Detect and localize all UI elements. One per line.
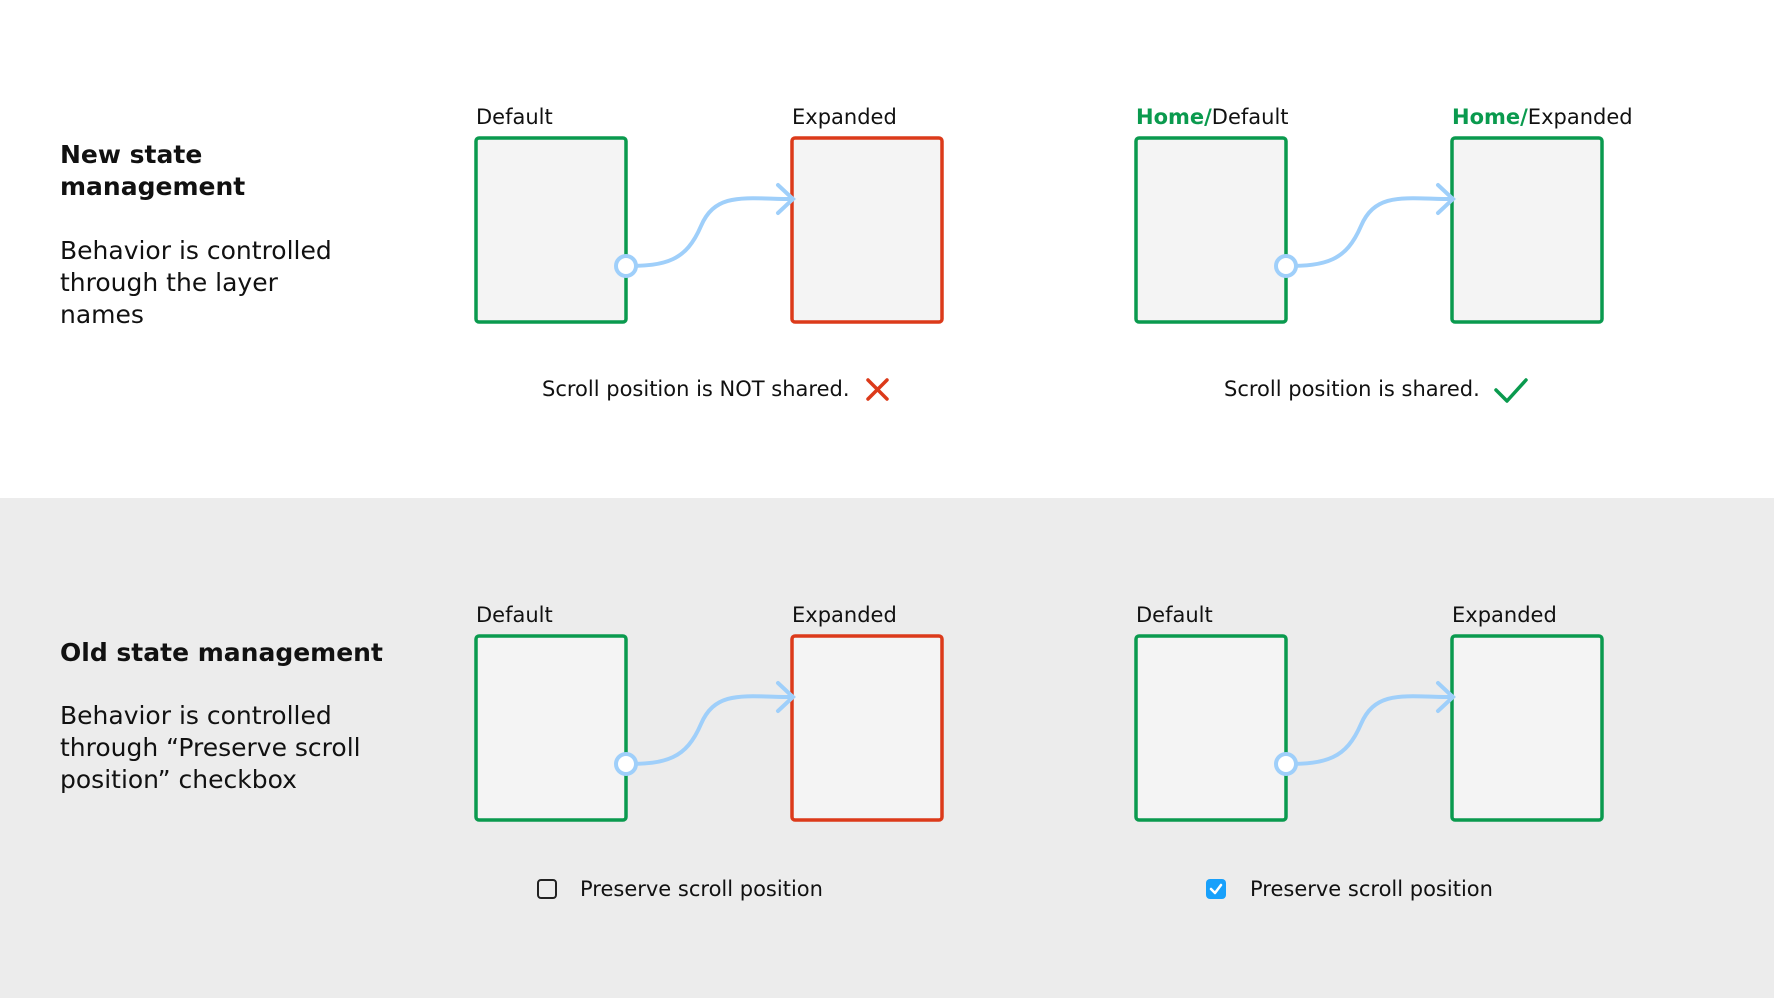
checkbox-label: Preserve scroll position	[1250, 877, 1493, 901]
frame-default	[474, 634, 628, 822]
preserve-scroll-checkbox-checked[interactable]	[1206, 879, 1226, 899]
check-icon	[1209, 883, 1223, 895]
frame-default	[474, 136, 628, 324]
section-title: Old state management	[60, 638, 383, 667]
frame-default	[1134, 136, 1288, 324]
frame-label: Default	[476, 105, 553, 129]
section-title: New state management	[60, 140, 246, 201]
section-description: Behavior is controlled through “Preserve…	[60, 701, 361, 794]
caption: Scroll position is shared.	[1224, 377, 1480, 401]
connector-arrow	[1274, 681, 1455, 776]
frame-label: Expanded	[792, 105, 897, 129]
frame-label: Expanded	[1452, 603, 1557, 627]
connector-arrow	[614, 681, 795, 776]
frame-label: Expanded	[792, 603, 897, 627]
frame-expanded	[1450, 634, 1604, 822]
caption: Scroll position is NOT shared.	[542, 377, 850, 401]
connector-arrow	[1274, 183, 1455, 278]
frame-default	[1134, 634, 1288, 822]
frame-label: Home/Default	[1136, 105, 1289, 129]
frame-expanded	[790, 136, 944, 324]
frame-label-text: Default	[1211, 105, 1289, 129]
layer-prefix: Home/	[1452, 105, 1528, 129]
preserve-scroll-checkbox-unchecked[interactable]	[537, 879, 557, 899]
frame-label-text: Expanded	[1527, 105, 1633, 129]
frame-label: Home/Expanded	[1452, 105, 1633, 129]
x-icon	[866, 378, 889, 401]
layer-prefix: Home/	[1136, 105, 1212, 129]
checkbox-label: Preserve scroll position	[580, 877, 823, 901]
frame-label: Default	[1136, 603, 1213, 627]
frame-expanded	[790, 634, 944, 822]
section-description: Behavior is controlled through the layer…	[60, 236, 332, 329]
check-icon	[1494, 378, 1528, 403]
frame-expanded	[1450, 136, 1604, 324]
frame-label: Default	[476, 603, 553, 627]
connector-arrow	[614, 183, 795, 278]
